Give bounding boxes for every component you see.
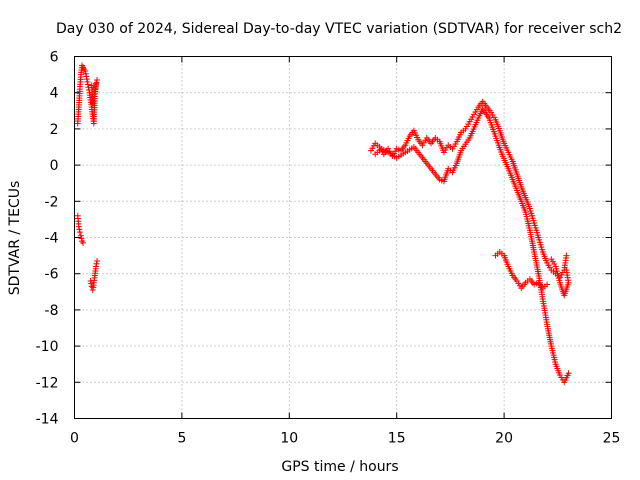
- y-tick-label: -8: [45, 303, 59, 319]
- data-point: [83, 73, 90, 80]
- data-point: [87, 277, 94, 284]
- y-axis-label: SDTVAR / TECUs: [7, 181, 23, 296]
- data-point: [563, 252, 570, 259]
- y-tick-label: -4: [45, 231, 59, 247]
- data-point: [92, 263, 99, 270]
- x-axis-label: GPS time / hours: [281, 459, 398, 475]
- data-point: [80, 239, 87, 246]
- data-point: [94, 258, 101, 265]
- data-point: [82, 70, 89, 77]
- chart-title: Day 030 of 2024, Sidereal Day-to-day VTE…: [56, 21, 622, 37]
- y-tick-label: -12: [36, 375, 59, 391]
- data-point: [83, 76, 90, 83]
- x-tick-label: 0: [70, 431, 79, 447]
- data-point: [88, 82, 95, 89]
- data-point: [84, 78, 91, 85]
- x-axis: 0 5 10 15 20 25: [70, 56, 621, 447]
- x-tick-label: 10: [280, 431, 298, 447]
- data-point: [76, 229, 83, 236]
- x-tick-label: 20: [495, 431, 513, 447]
- data-point: [78, 235, 85, 242]
- y-axis: 6 4 2 0 -2 -4 -6 -8 -10 -12 -14: [36, 50, 612, 428]
- x-tick-label: 5: [177, 431, 186, 447]
- data-point: [563, 267, 570, 274]
- grid-lines: [74, 56, 612, 419]
- y-tick-label: 2: [50, 122, 59, 138]
- data-point: [82, 67, 89, 74]
- data-point: [76, 226, 83, 233]
- data-point: [93, 260, 100, 267]
- x-tick-label: 25: [603, 431, 621, 447]
- y-tick-label: -2: [45, 194, 59, 210]
- data-point: [544, 281, 551, 288]
- data-point: [84, 81, 91, 88]
- data-point: [75, 223, 82, 230]
- data-series: [74, 62, 572, 386]
- y-tick-label: 4: [50, 86, 59, 102]
- y-tick-label: -10: [36, 339, 59, 355]
- data-point: [565, 370, 572, 377]
- data-point: [77, 232, 84, 239]
- y-tick-label: -14: [36, 412, 59, 428]
- y-tick-label: -6: [45, 267, 59, 283]
- y-tick-label: 0: [50, 158, 59, 174]
- y-tick-label: 6: [50, 50, 59, 66]
- x-tick-label: 15: [388, 431, 406, 447]
